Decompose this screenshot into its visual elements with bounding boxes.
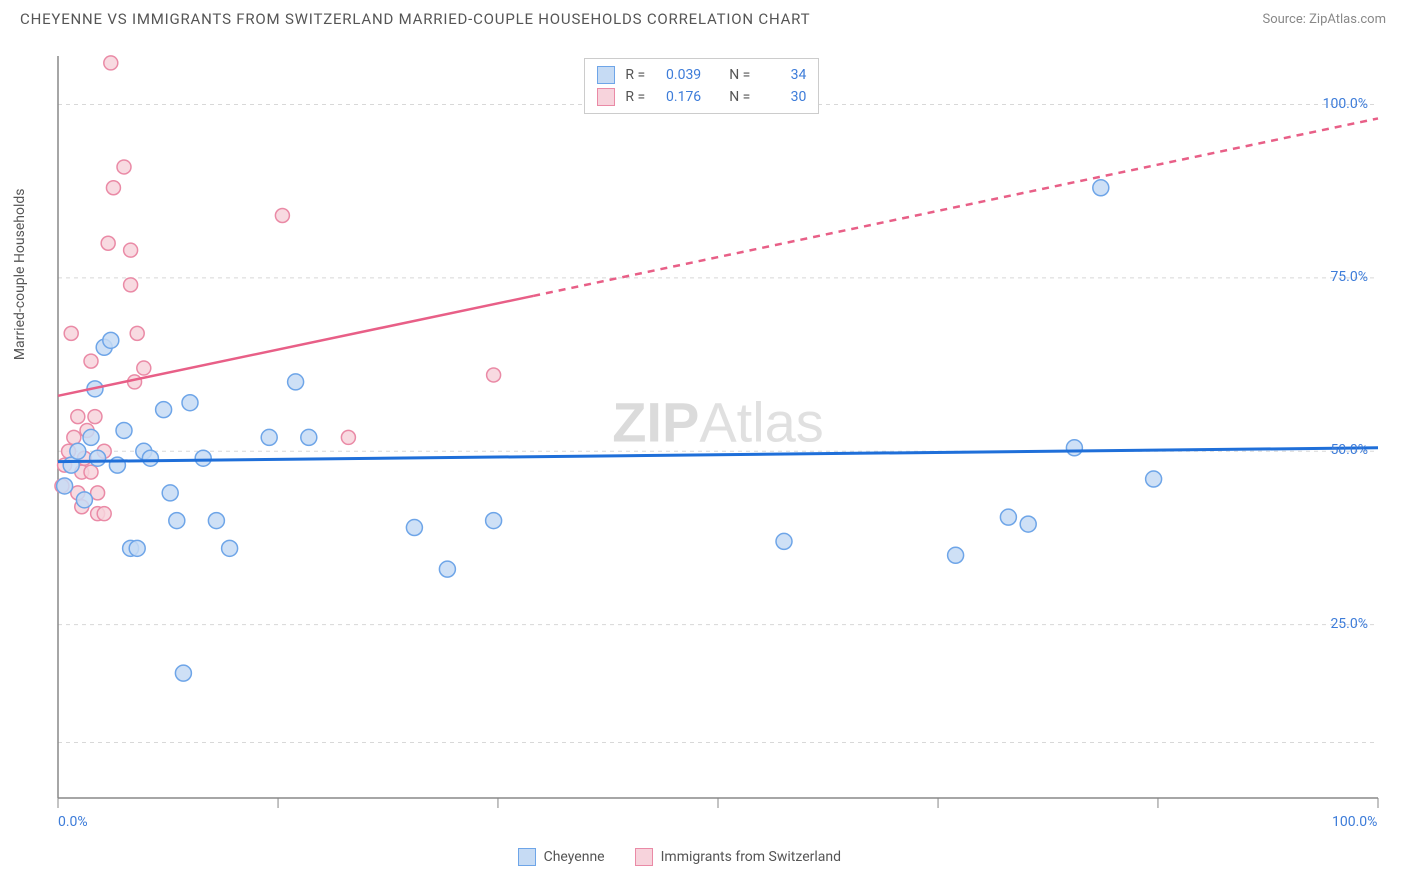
r-value: 0.039 (655, 64, 701, 86)
stats-legend: R = 0.039 N = 34 R = 0.176 N = 30 (584, 58, 819, 114)
swatch-series-1 (518, 848, 536, 866)
n-value: 30 (760, 86, 806, 108)
n-value: 34 (760, 64, 806, 86)
y-tick-label: 100.0% (1323, 96, 1368, 112)
source-attribution: Source: ZipAtlas.com (1262, 12, 1386, 27)
x-tick-label: 0.0% (58, 814, 88, 830)
chart-area: Married-couple Households ZIPAtlas R = 0… (50, 48, 1386, 828)
legend-item-1: Cheyenne (518, 848, 605, 866)
legend-label: Cheyenne (544, 849, 605, 865)
stats-row-1: R = 0.039 N = 34 (597, 64, 806, 86)
chart-title: CHEYENNE VS IMMIGRANTS FROM SWITZERLAND … (20, 10, 810, 28)
n-label: N = (729, 86, 750, 108)
n-label: N = (729, 64, 750, 86)
series-legend: Cheyenne Immigrants from Switzerland (518, 848, 841, 866)
swatch-series-1 (597, 66, 615, 84)
y-tick-label: 50.0% (1330, 442, 1368, 458)
r-label: R = (625, 64, 645, 86)
r-value: 0.176 (655, 86, 701, 108)
stats-row-2: R = 0.176 N = 30 (597, 86, 806, 108)
scatter-plot (50, 48, 1386, 828)
swatch-series-2 (597, 88, 615, 106)
x-tick-label: 100.0% (1332, 814, 1377, 830)
r-label: R = (625, 86, 645, 108)
y-tick-label: 75.0% (1330, 269, 1368, 285)
header: CHEYENNE VS IMMIGRANTS FROM SWITZERLAND … (0, 0, 1406, 36)
y-tick-label: 25.0% (1330, 616, 1368, 632)
legend-item-2: Immigrants from Switzerland (635, 848, 841, 866)
legend-label: Immigrants from Switzerland (661, 849, 841, 865)
y-axis-label: Married-couple Households (12, 188, 28, 360)
swatch-series-2 (635, 848, 653, 866)
